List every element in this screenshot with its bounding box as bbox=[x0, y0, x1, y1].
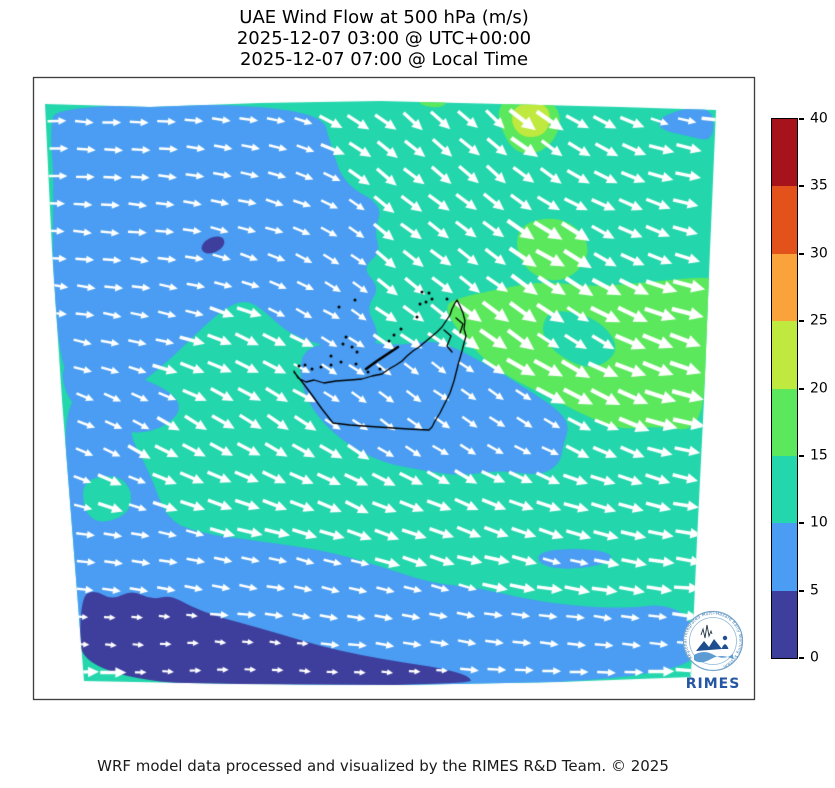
title-line-2: 2025-12-07 03:00 @ UTC+00:00 bbox=[236, 28, 532, 49]
title-line-3: 2025-12-07 07:00 @ Local Time bbox=[239, 49, 529, 70]
colorbar-tick-label: 40 bbox=[810, 110, 828, 127]
colorbar: 40 35 30 25 20 15 10 5 0 bbox=[771, 111, 828, 666]
colorbar-tick-label: 35 bbox=[810, 178, 828, 195]
colorbar-tick-label: 20 bbox=[810, 380, 828, 397]
colorbar-tick-label: 25 bbox=[810, 312, 828, 329]
colorbar-segment bbox=[772, 388, 797, 456]
colorbar-tick bbox=[799, 320, 804, 323]
colorbar-tick bbox=[799, 522, 804, 525]
colorbar-segment bbox=[772, 321, 797, 389]
colorbar-segment bbox=[772, 590, 797, 658]
colorbar-segment bbox=[772, 186, 797, 254]
colorbar-tick-label: 10 bbox=[810, 514, 828, 531]
colorbar-tick-label: 5 bbox=[810, 582, 819, 599]
rimes-wordmark: RIMES bbox=[685, 676, 741, 692]
colorbar-tick bbox=[799, 118, 804, 120]
colorbar-segment bbox=[772, 455, 797, 524]
rimes-logo: Regional Integrated Multi-Hazard Early W… bbox=[681, 608, 745, 700]
colorbar-tick-label: 15 bbox=[810, 447, 828, 464]
rimes-logo-art bbox=[694, 624, 733, 663]
colorbar-tick-label: 30 bbox=[810, 245, 828, 262]
colorbar-segment bbox=[772, 253, 797, 322]
title-line-1: UAE Wind Flow at 500 hPa (m/s) bbox=[239, 7, 529, 28]
footer-credit: WRF model data processed and visualized … bbox=[97, 757, 669, 775]
colorbar-segment bbox=[772, 523, 797, 591]
plot-title: UAE Wind Flow at 500 hPa (m/s) 2025-12-0… bbox=[24, 7, 744, 70]
colorbar-tick bbox=[799, 657, 804, 659]
colorbar-tick bbox=[799, 454, 804, 457]
colorbar-tick bbox=[799, 252, 804, 255]
rimes-logo-badge: Regional Integrated Multi-Hazard Early W… bbox=[682, 610, 743, 672]
colorbar-tick bbox=[799, 185, 804, 188]
colorbar-tick-label: 0 bbox=[810, 649, 819, 666]
colorbar-tick bbox=[799, 387, 804, 390]
colorbar-tick bbox=[799, 589, 804, 592]
colorbar-segment bbox=[772, 119, 797, 187]
